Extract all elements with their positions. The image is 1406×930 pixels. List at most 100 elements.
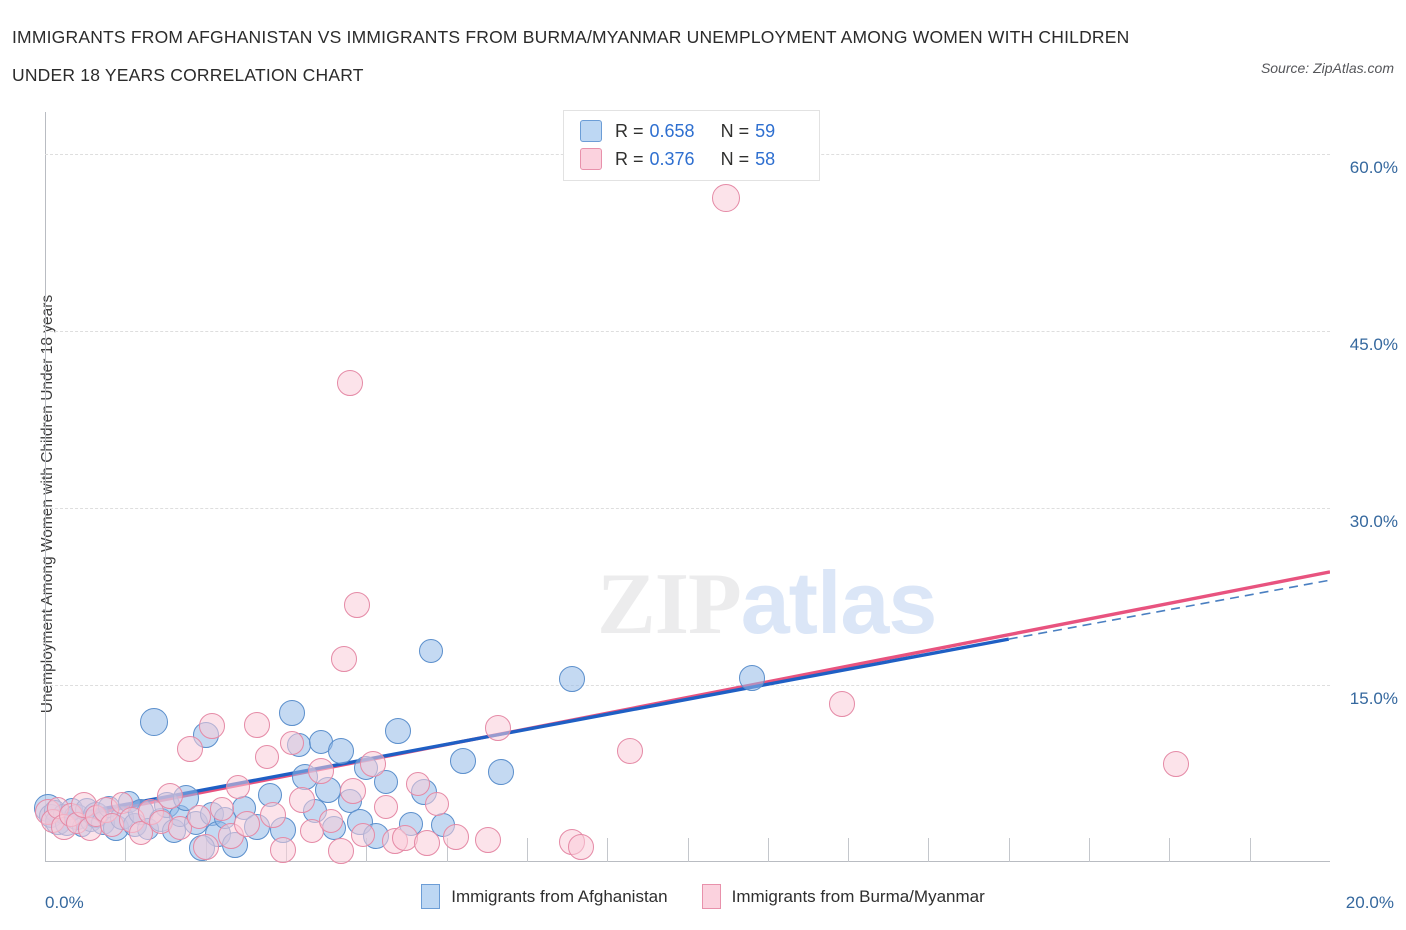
scatter-point (187, 805, 212, 830)
stats-n-label-2: N = (720, 148, 750, 169)
scatter-point (418, 638, 443, 663)
scatter-point (309, 729, 334, 754)
gridline (45, 685, 1330, 687)
scatter-point (269, 837, 296, 864)
x-axis-tick (1169, 838, 1171, 862)
stats-n-value-2: 58 (755, 148, 776, 169)
x-axis-tick (366, 838, 368, 862)
scatter-point (475, 826, 502, 853)
legend-label-burma: Immigrants from Burma/Myanmar (731, 886, 985, 906)
gridline (45, 508, 1330, 510)
y-axis-tick-label: 45.0% (1349, 335, 1398, 355)
x-axis-tick (526, 838, 528, 862)
scatter-point (209, 796, 234, 821)
scatter-point (330, 646, 357, 673)
scatter-point (199, 713, 226, 740)
plot-area: ZIPatlas (34, 112, 1330, 865)
scatter-point (385, 718, 412, 745)
trend-line-afghanistan-extrapolated (1008, 579, 1330, 640)
scatter-point (318, 808, 343, 833)
scatter-point (167, 815, 192, 840)
scatter-point (414, 830, 441, 857)
stats-r-value-2: 0.376 (649, 148, 695, 169)
x-axis-tick (928, 838, 930, 862)
scatter-point (337, 370, 364, 397)
scatter-point (173, 785, 200, 812)
y-axis-tick-label: 30.0% (1349, 512, 1398, 532)
scatter-point (558, 666, 585, 693)
scatter-point (449, 747, 476, 774)
legend-label-afghanistan: Immigrants from Afghanistan (451, 886, 668, 906)
y-axis-tick-label: 60.0% (1349, 158, 1398, 178)
scatter-point (712, 184, 741, 213)
x-axis-max-label: 20.0% (1345, 893, 1394, 912)
x-axis-min-label: 0.0% (45, 893, 84, 912)
trend-lines (45, 570, 1330, 825)
scatter-point (568, 833, 595, 860)
scatter-point (738, 665, 765, 692)
legend-item-burma[interactable]: Immigrants from Burma/Myanmar (701, 884, 985, 909)
scatter-point (1162, 751, 1189, 778)
x-axis-tick (1249, 838, 1251, 862)
stats-swatch-blue (580, 120, 602, 142)
scatter-point (343, 591, 370, 618)
scatter-point (192, 833, 219, 860)
title-line-1: IMMIGRANTS FROM AFGHANISTAN VS IMMIGRANT… (12, 27, 1130, 47)
correlation-stats-box: R = 0.658 N = 59 R = 0.376 N = 58 (563, 110, 820, 181)
page-title: IMMIGRANTS FROM AFGHANISTAN VS IMMIGRANT… (12, 18, 1252, 94)
scatter-point (157, 782, 184, 809)
scatter-point (484, 714, 511, 741)
legend-swatch-pink (701, 884, 721, 909)
scatter-point (260, 801, 287, 828)
y-axis-line (45, 112, 46, 862)
legend-item-afghanistan[interactable]: Immigrants from Afghanistan (421, 884, 668, 909)
x-axis-tick (125, 838, 127, 862)
legend-swatch-blue (421, 884, 441, 909)
scatter-point (488, 759, 515, 786)
scatter-point (308, 758, 335, 785)
scatter-point (327, 738, 354, 765)
x-axis-tick (1008, 838, 1010, 862)
scatter-point (225, 774, 250, 799)
scatter-point (828, 690, 855, 717)
watermark-zip: ZIP (597, 556, 742, 653)
scatter-point (234, 811, 261, 838)
x-axis-tick (687, 838, 689, 862)
stats-r-value-1: 0.658 (649, 120, 695, 141)
scatter-point (254, 745, 279, 770)
stats-row-burma: R = 0.376 N = 58 (564, 145, 819, 173)
stats-row-afghanistan: R = 0.658 N = 59 (564, 117, 819, 145)
series-legend: Immigrants from Afghanistan Immigrants f… (0, 884, 1406, 909)
scatter-point (244, 712, 271, 739)
scatter-point (279, 700, 306, 727)
stats-r-label-1: R = (615, 120, 644, 141)
source-attribution: Source: ZipAtlas.com (1260, 60, 1394, 76)
scatter-point (443, 824, 470, 851)
scatter-point (405, 772, 430, 797)
scatter-point (424, 792, 449, 817)
scatter-point (289, 786, 315, 813)
watermark: ZIPatlas (597, 552, 938, 655)
stats-swatch-pink (580, 148, 602, 170)
scatter-point (351, 822, 376, 847)
y-axis-tick-label: 15.0% (1349, 689, 1398, 709)
scatter-point (359, 751, 386, 778)
x-axis-tick (1089, 838, 1091, 862)
scatter-point (616, 738, 643, 765)
scatter-point (373, 794, 398, 819)
gridline (45, 331, 1330, 333)
x-axis-tick (848, 838, 850, 862)
scatter-point (176, 735, 203, 762)
title-line-2: UNDER 18 YEARS CORRELATION CHART (12, 65, 364, 85)
x-axis-tick (607, 838, 609, 862)
scatter-point (140, 707, 169, 736)
x-axis-tick (446, 838, 448, 862)
stats-r-label-2: R = (615, 148, 644, 169)
stats-n-label-1: N = (720, 120, 750, 141)
stats-n-value-1: 59 (755, 120, 776, 141)
scatter-point (280, 730, 305, 755)
x-axis-tick (767, 838, 769, 862)
watermark-atlas: atlas (740, 553, 938, 652)
scatter-point (340, 778, 367, 805)
